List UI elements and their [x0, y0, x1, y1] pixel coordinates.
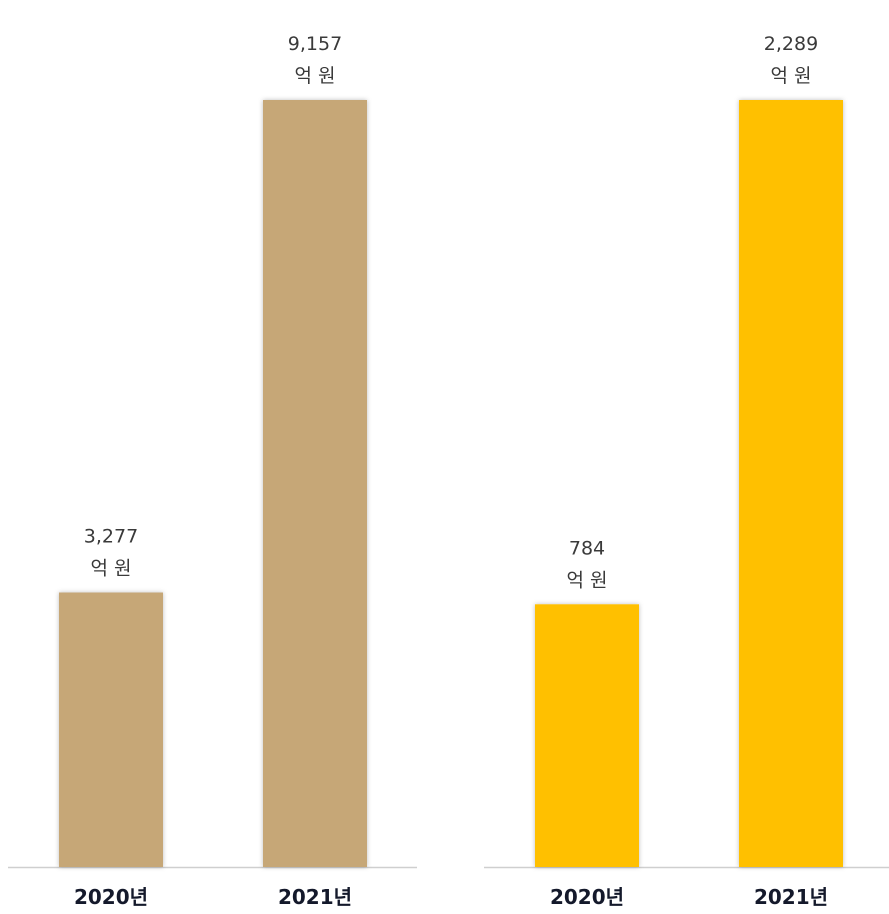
data-label-value: 784 — [569, 537, 605, 559]
data-label-value: 9,157 — [288, 33, 342, 55]
bar-2-1 — [535, 604, 639, 867]
data-label-value: 2,289 — [764, 33, 818, 55]
x-tick-label: 2020년 — [550, 885, 624, 909]
x-tick-label: 2021년 — [754, 885, 828, 909]
data-label-unit: 억 원 — [771, 65, 812, 87]
bar-1-1 — [59, 592, 163, 867]
bar-1-2 — [263, 100, 367, 867]
data-label-value: 3,277 — [84, 526, 138, 548]
bar-2-2 — [739, 100, 843, 867]
data-label-unit: 억 원 — [295, 65, 336, 87]
data-label-unit: 억 원 — [567, 569, 608, 591]
x-tick-label: 2021년 — [278, 885, 352, 909]
chart-2: 784 억 원 2020년 2,289 억 원 2021년 — [484, 33, 889, 909]
chart-1: 3,277 억 원 2020년 9,157 억 원 2021년 — [8, 33, 417, 909]
data-label-unit: 억 원 — [91, 558, 132, 580]
x-tick-label: 2020년 — [74, 885, 148, 909]
